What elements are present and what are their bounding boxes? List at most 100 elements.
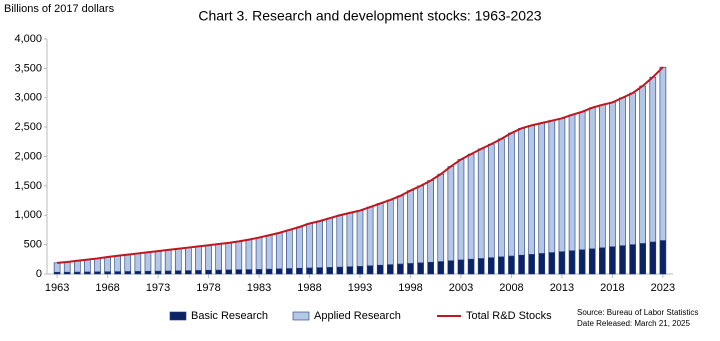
- x-tick-label: 2018: [600, 282, 624, 294]
- bar: [538, 253, 546, 275]
- bar: [528, 254, 535, 275]
- bar: [326, 267, 334, 275]
- bar: [134, 253, 142, 272]
- bar: [215, 243, 222, 271]
- x-tick-label: 1993: [348, 282, 372, 294]
- bar: [316, 220, 323, 268]
- x-tick-label: 1998: [398, 282, 422, 294]
- bar: [306, 223, 313, 269]
- bar: [588, 107, 596, 250]
- bar: [578, 111, 586, 251]
- bar: [558, 251, 566, 275]
- bar: [629, 244, 636, 275]
- bar: [538, 122, 546, 254]
- bar: [619, 245, 626, 275]
- bar: [134, 271, 142, 275]
- bar: [124, 254, 132, 272]
- bar: [296, 226, 303, 269]
- bar: [599, 104, 606, 249]
- bar: [447, 260, 455, 275]
- bar: [609, 246, 616, 275]
- bar: [609, 102, 616, 248]
- bar: [498, 138, 505, 258]
- bar: [84, 271, 91, 275]
- bar: [386, 199, 394, 265]
- bar: [487, 257, 495, 275]
- x-tick-label: 1968: [95, 282, 119, 294]
- bar: [548, 120, 556, 253]
- bar: [508, 255, 515, 275]
- bar: [195, 270, 202, 275]
- bar: [477, 258, 485, 275]
- bar: [407, 190, 414, 264]
- bar: [397, 263, 404, 275]
- bar: [114, 271, 121, 275]
- bar: [437, 261, 445, 275]
- bar: [245, 269, 253, 275]
- bar: [255, 269, 263, 275]
- bar: [477, 148, 485, 259]
- source: Source: Bureau of Labor Statistics: [577, 308, 698, 317]
- y-tick-label: 3,000: [14, 92, 42, 104]
- bar: [457, 159, 465, 261]
- bar: [457, 259, 465, 275]
- bar: [487, 143, 495, 258]
- bar: [437, 173, 445, 262]
- x-tick-label: 2003: [449, 282, 473, 294]
- x-tick-label: 1973: [146, 282, 170, 294]
- bar: [366, 206, 374, 267]
- bar: [649, 241, 657, 275]
- bar: [316, 267, 323, 275]
- bar: [104, 256, 111, 273]
- x-tick-label: 1988: [297, 282, 321, 294]
- bar: [73, 260, 81, 273]
- bar: [174, 248, 182, 272]
- bar: [286, 229, 293, 269]
- x-tick-label: 1983: [247, 282, 271, 294]
- legend-label: Applied Research: [314, 310, 401, 322]
- bar: [336, 266, 344, 275]
- y-tick-label: 2,500: [14, 121, 42, 133]
- y-tick-label: 0: [36, 268, 42, 280]
- bar: [63, 261, 71, 273]
- bar: [154, 250, 162, 272]
- legend-label: Basic Research: [191, 310, 268, 322]
- bar: [346, 266, 354, 275]
- legend-swatch: [292, 311, 310, 321]
- bar: [376, 203, 384, 266]
- bar: [174, 270, 182, 275]
- bar: [94, 258, 101, 273]
- bar: [366, 265, 374, 275]
- bar: [498, 256, 505, 275]
- bar: [164, 270, 172, 275]
- bar: [518, 254, 525, 275]
- bar: [275, 232, 283, 270]
- y-tick-label: 1,000: [14, 209, 42, 221]
- bar: [376, 264, 384, 275]
- bar: [104, 271, 111, 275]
- bar: [356, 210, 364, 267]
- bar: [124, 271, 132, 275]
- bar: [407, 263, 414, 275]
- bar: [568, 114, 576, 252]
- bar: [195, 246, 202, 271]
- bar: [265, 268, 273, 275]
- date-released: Date Released: March 21, 2025: [577, 319, 691, 328]
- x-tick-label: 1978: [196, 282, 220, 294]
- bar: [296, 267, 303, 275]
- bar: [346, 212, 354, 268]
- bar: [144, 270, 152, 275]
- bar: [185, 270, 192, 275]
- bar: [336, 214, 344, 268]
- bar: [306, 267, 313, 275]
- y-tick-label: 4,000: [14, 33, 42, 45]
- bar: [205, 269, 212, 275]
- y-axis-label: Billions of 2017 dollars: [4, 3, 115, 15]
- bar: [235, 269, 243, 275]
- bar: [659, 66, 667, 241]
- bar: [185, 247, 192, 271]
- bar: [275, 268, 283, 275]
- bar: [467, 153, 475, 260]
- bar: [548, 252, 556, 275]
